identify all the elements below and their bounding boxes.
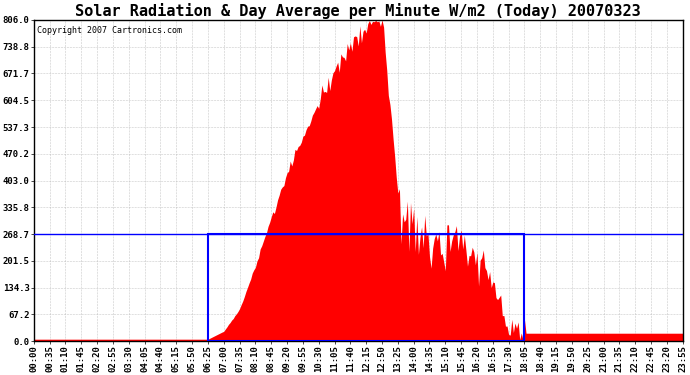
Text: Copyright 2007 Cartronics.com: Copyright 2007 Cartronics.com xyxy=(37,26,182,35)
Bar xyxy=(208,234,524,341)
Title: Solar Radiation & Day Average per Minute W/m2 (Today) 20070323: Solar Radiation & Day Average per Minute… xyxy=(75,3,641,19)
